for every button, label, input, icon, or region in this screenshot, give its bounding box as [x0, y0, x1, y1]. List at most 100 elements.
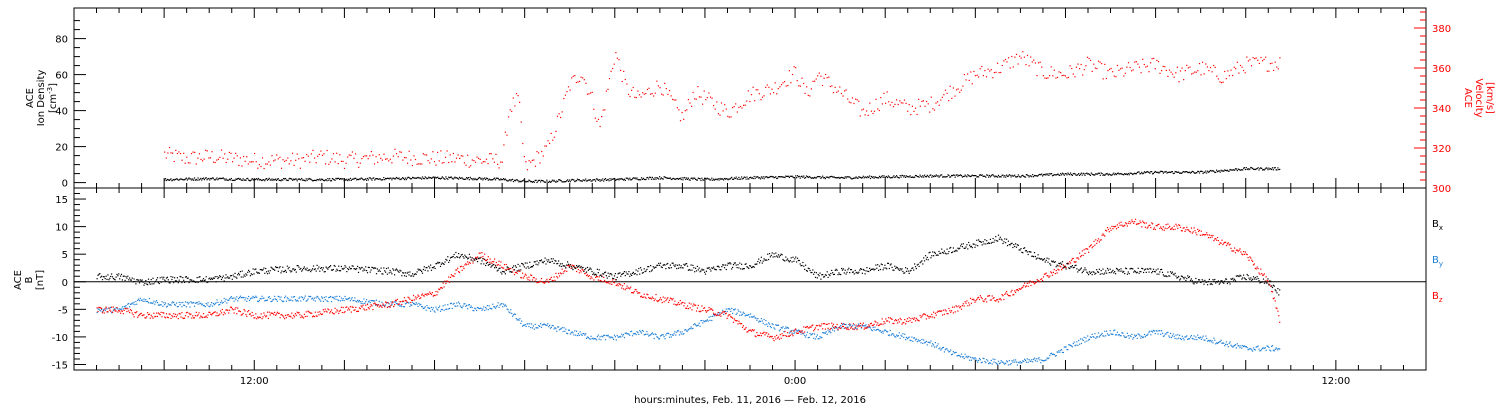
data-point: [1128, 174, 1130, 176]
data-point: [944, 89, 947, 91]
data-point: [1032, 280, 1034, 283]
data-point: [325, 296, 327, 298]
data-point: [984, 70, 986, 72]
data-point: [425, 293, 427, 295]
data-point: [787, 327, 790, 329]
data-point: [996, 176, 998, 178]
data-point: [390, 177, 392, 179]
data-point: [900, 102, 902, 104]
data-point: [236, 155, 238, 157]
data-point: [512, 269, 515, 271]
data-point: [661, 93, 663, 95]
data-point: [1002, 174, 1004, 176]
data-point: [1037, 175, 1039, 177]
data-point: [1023, 175, 1025, 177]
data-point: [454, 161, 456, 163]
data-point: [962, 175, 964, 178]
data-point: [348, 297, 351, 299]
data-point: [899, 337, 901, 339]
data-point: [433, 161, 436, 163]
data-point: [763, 178, 765, 180]
data-point: [1219, 242, 1221, 244]
y-tick-label: 10: [55, 223, 68, 234]
data-point: [460, 265, 462, 267]
data-point: [876, 329, 878, 331]
data-point: [387, 302, 389, 304]
data-point: [330, 301, 333, 303]
data-point: [655, 178, 657, 180]
data-point: [200, 315, 202, 317]
data-point: [102, 276, 104, 278]
data-point: [204, 279, 206, 281]
data-point: [1070, 345, 1073, 347]
data-point: [1096, 173, 1098, 175]
data-point: [467, 178, 469, 180]
series-left: [164, 166, 1281, 184]
data-point: [910, 176, 912, 178]
data-point: [990, 359, 992, 362]
data-point: [419, 177, 421, 179]
data-point: [1132, 69, 1134, 71]
data-point: [302, 317, 305, 319]
data-point: [575, 180, 577, 182]
data-point: [96, 278, 98, 280]
data-point: [652, 333, 654, 335]
data-point: [444, 178, 446, 180]
data-point: [491, 308, 493, 310]
data-point: [1148, 224, 1150, 227]
data-point: [707, 320, 709, 322]
data-point: [618, 283, 620, 285]
data-point: [567, 180, 570, 183]
data-point: [601, 116, 603, 118]
data-point: [1147, 171, 1149, 173]
data-point: [1124, 173, 1126, 175]
data-point: [1162, 335, 1164, 337]
data-point: [1242, 254, 1244, 256]
data-point: [409, 305, 411, 308]
data-point: [320, 300, 322, 302]
data-point: [736, 178, 738, 180]
data-point: [810, 326, 812, 328]
data-point: [704, 307, 706, 309]
data-point: [191, 302, 193, 304]
data-point: [964, 301, 966, 303]
data-point: [622, 335, 624, 337]
data-point: [214, 276, 216, 278]
data-point: [175, 149, 177, 151]
data-point: [1045, 173, 1047, 175]
data-point: [640, 179, 642, 181]
data-point: [269, 314, 271, 316]
data-point: [108, 307, 110, 309]
data-point: [1239, 169, 1241, 171]
data-point: [444, 304, 446, 306]
data-point: [293, 164, 295, 166]
data-point: [202, 303, 204, 305]
data-point: [396, 303, 398, 305]
data-point: [358, 300, 360, 302]
data-point: [334, 296, 336, 298]
data-point: [810, 177, 812, 179]
data-point: [552, 139, 554, 141]
data-point: [482, 308, 484, 310]
data-point: [726, 310, 728, 313]
data-point: [1182, 227, 1184, 229]
data-point: [818, 338, 820, 340]
data-point: [385, 301, 387, 303]
data-point: [315, 315, 317, 317]
data-point: [1221, 170, 1223, 172]
data-point: [660, 177, 662, 179]
data-point: [689, 307, 691, 309]
data-point: [496, 177, 498, 179]
data-point: [873, 329, 875, 331]
data-point: [945, 176, 947, 178]
data-point: [948, 307, 950, 310]
data-point: [714, 108, 716, 110]
data-point: [972, 357, 974, 359]
data-point: [1157, 171, 1159, 173]
data-point: [815, 336, 817, 338]
data-point: [844, 90, 846, 92]
data-point: [227, 158, 229, 160]
data-point: [804, 331, 806, 333]
data-point: [111, 273, 113, 275]
data-point: [174, 303, 176, 306]
